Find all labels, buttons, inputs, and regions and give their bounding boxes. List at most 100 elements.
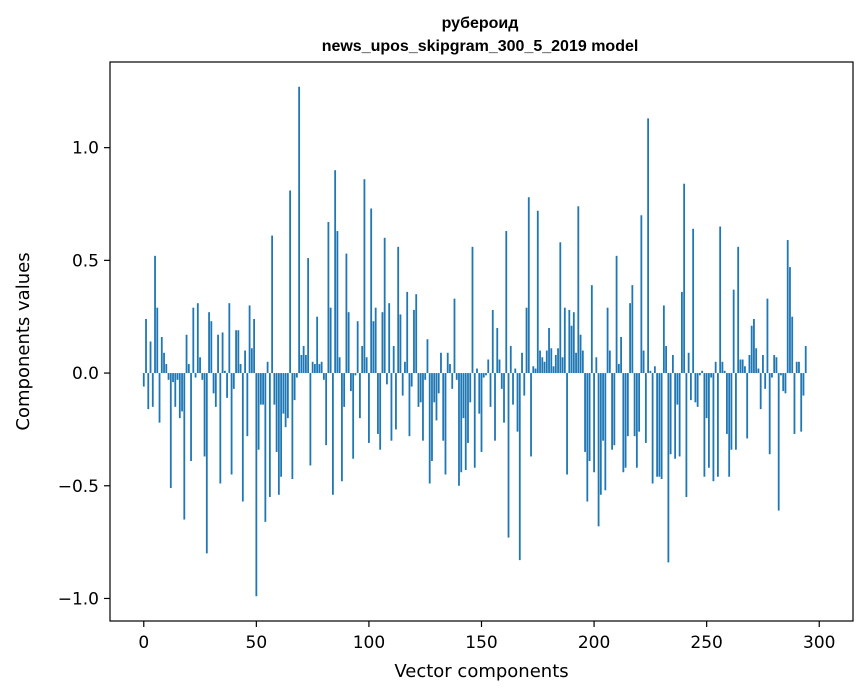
bar-38 [228,303,231,374]
bar-249 [703,373,706,477]
bar-198 [588,373,591,461]
y-axis-ticks: −1.0 −0.5 0.0 0.5 1.0 [58,139,110,609]
bar-202 [597,373,600,527]
x-axis-ticks: 0 50 100 150 200 250 300 [138,621,835,653]
bar-240 [683,183,686,374]
bar-272 [755,348,758,374]
bar-18 [183,373,186,520]
bar-165 [514,368,517,374]
bar-131 [437,373,440,394]
bar-281 [775,357,778,374]
bar-195 [581,350,584,374]
bar-11 [167,373,170,380]
bar-224 [647,118,650,374]
bar-146 [471,246,474,374]
bar-1 [145,318,147,374]
bar-207 [608,350,611,374]
chart-subtitle: news_upos_skipgram_300_5_2019 model [322,38,639,55]
bar-214 [624,373,627,468]
bar-80 [322,373,325,380]
bar-59 [275,373,278,452]
bar-285 [784,373,787,394]
bar-100 [368,373,370,443]
bar-292 [800,373,803,432]
bar-177 [541,357,544,374]
bar-81 [325,373,328,446]
bar-15 [176,373,179,380]
bar-31 [212,373,215,394]
bar-22 [192,307,195,374]
bar-242 [687,352,690,374]
bar-244 [692,228,695,374]
bar-55 [266,361,269,374]
x-tick-label: 0 [138,633,149,653]
x-tick-label: 100 [353,633,385,653]
bar-147 [473,373,476,468]
bar-228 [656,373,659,477]
bar-52 [259,373,262,405]
bar-158 [498,359,501,374]
bar-153 [487,359,490,374]
bar-258 [723,370,726,374]
bar-288 [791,316,794,374]
y-tick-label: −0.5 [58,477,99,497]
bar-129 [433,373,436,403]
x-tick-label: 150 [465,633,497,653]
bar-279 [771,373,773,378]
bar-212 [620,336,622,374]
bar-151 [482,373,485,378]
bar-216 [629,303,631,374]
bar-14 [174,373,177,407]
bar-217 [631,285,634,374]
bar-196 [584,373,586,452]
bar-176 [539,350,541,374]
bar-93 [352,373,355,459]
bar-200 [593,373,595,473]
bar-75 [311,361,314,374]
bar-21 [190,373,192,461]
bar-106 [381,312,384,374]
bar-162 [507,373,510,538]
bar-41 [235,330,237,374]
bar-280 [773,355,776,374]
bar-35 [221,332,224,374]
bar-277 [766,298,769,374]
bar-261 [730,373,733,450]
bar-139 [455,373,458,380]
bar-286 [786,240,789,374]
bar-256 [719,226,722,374]
bar-167 [518,373,521,561]
y-tick-label: 0.0 [72,364,99,384]
bar-142 [462,373,465,419]
bar-64 [286,373,289,419]
bar-8 [160,336,163,374]
bar-232 [665,346,668,374]
y-tick-label: 1.0 [72,139,99,159]
bar-180 [548,327,550,374]
bar-273 [757,368,760,374]
bar-262 [732,289,735,374]
bar-125 [424,373,427,380]
bar-49 [253,318,255,374]
bar-27 [203,373,206,457]
bar-199 [590,285,593,374]
bar-0 [142,373,145,387]
bar-56 [268,373,271,498]
bar-188 [566,373,568,475]
bar-275 [762,355,764,374]
bar-293 [802,373,805,396]
bar-245 [694,373,697,403]
bar-266 [741,359,744,374]
bar-209 [613,373,616,446]
bar-96 [359,373,361,419]
bar-13 [172,373,174,383]
bar-159 [500,373,503,389]
bar-264 [737,246,740,374]
bar-40 [232,373,235,389]
bar-30 [210,321,213,374]
bar-69 [298,86,301,374]
bar-233 [667,373,670,563]
bar-149 [478,373,481,414]
bar-136 [449,364,451,374]
bar-227 [653,366,656,374]
